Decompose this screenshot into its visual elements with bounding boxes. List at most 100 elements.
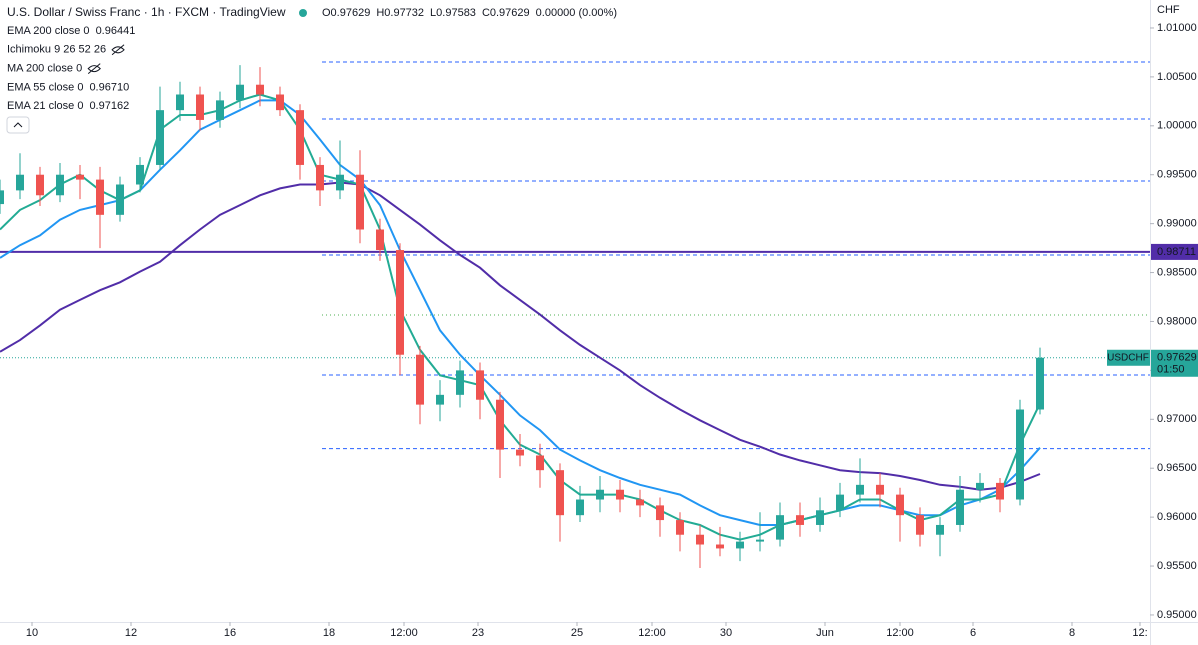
candle-body [456, 370, 464, 395]
candle-body [316, 164, 324, 191]
candle-body [136, 164, 144, 185]
candle-body [296, 110, 304, 165]
candle-body [796, 515, 804, 525]
candle-body [876, 484, 884, 495]
candle-body [416, 354, 424, 405]
hidden-eye-icon[interactable] [87, 63, 101, 74]
x-tick-label: 12:00 [638, 627, 666, 639]
candle-body [276, 94, 284, 111]
ohlc-value: L0.97583 [430, 7, 476, 19]
x-tick-label: 30 [720, 627, 732, 639]
candle-body [36, 174, 44, 196]
candle-body [716, 544, 724, 549]
candle-body [16, 174, 24, 191]
candle-body [896, 494, 904, 516]
candle-body [96, 179, 104, 215]
last-price-label: 0.97629 [1157, 352, 1197, 364]
indicator-name: EMA 21 close 0 [7, 100, 83, 112]
candle-body [596, 489, 604, 500]
y-tick-label: 0.97000 [1157, 413, 1197, 425]
candle-body [916, 515, 924, 535]
indicator-name: EMA 200 close 0 [7, 25, 90, 37]
axes: 0.950000.955000.960000.965000.970000.975… [26, 4, 1198, 639]
currency-label: CHF [1157, 4, 1180, 16]
x-tick-label: Jun [816, 627, 834, 639]
candle-body [0, 190, 4, 205]
x-tick-label: 12:00 [390, 627, 418, 639]
candle-body [116, 184, 124, 215]
x-tick-label: 12 [125, 627, 137, 639]
y-tick-label: 0.95000 [1157, 609, 1197, 621]
symbol-box [1107, 349, 1150, 366]
x-tick-label: 16 [224, 627, 236, 639]
candle-body [956, 489, 964, 525]
y-tick-label: 0.99500 [1157, 169, 1197, 181]
candle-body [636, 499, 644, 506]
candle-body [776, 515, 784, 540]
x-tick-label: 12: [1132, 627, 1147, 639]
indicator-value: 0.96710 [89, 81, 129, 93]
candle-body [976, 482, 984, 490]
candle-body [496, 399, 504, 450]
candle-body [196, 94, 204, 120]
candle-body [76, 174, 84, 180]
candle-body [356, 174, 364, 230]
x-tick-label: 18 [323, 627, 335, 639]
candle-body [56, 174, 64, 196]
candle-body [1036, 357, 1044, 410]
candle-body [836, 494, 844, 511]
candle-body [656, 505, 664, 521]
candle-body [816, 510, 824, 525]
candle-body [176, 94, 184, 111]
candle-body [996, 482, 1004, 500]
last-price-box [1151, 349, 1198, 377]
indicator-name: EMA 55 close 0 [7, 81, 83, 93]
plot-area [0, 61, 1150, 568]
candle-body [536, 455, 544, 471]
candle-body [856, 484, 864, 495]
ohlc-value: H0.97732 [376, 7, 424, 19]
candle-body [256, 84, 264, 95]
x-tick-label: 8 [1069, 627, 1075, 639]
candle-body [676, 520, 684, 535]
candle-body [436, 394, 444, 405]
indicator-value: 0.97162 [89, 100, 129, 112]
candle-body [236, 84, 244, 101]
x-tick-label: 6 [970, 627, 976, 639]
indicator-line [0, 181, 1041, 491]
x-tick-label: 25 [571, 627, 583, 639]
hline-price-label: 0.98711 [1157, 246, 1196, 258]
indicator-line [0, 99, 1041, 526]
symbol-title: U.S. Dollar / Swiss Franc · 1h · FXCM · … [7, 5, 286, 19]
y-tick-label: 0.98500 [1157, 266, 1197, 278]
y-tick-label: 0.99000 [1157, 218, 1197, 230]
x-tick-label: 12:00 [886, 627, 914, 639]
candle-body [156, 110, 164, 165]
candle-body [576, 499, 584, 516]
y-tick-label: 0.98000 [1157, 315, 1197, 327]
candle-body [1016, 409, 1024, 500]
indicator-value: 0.96441 [96, 25, 136, 37]
candle-body [396, 250, 404, 355]
candle-body [616, 489, 624, 500]
y-tick-label: 1.01000 [1157, 22, 1197, 34]
y-tick-label: 0.95500 [1157, 560, 1197, 572]
hidden-eye-icon[interactable] [111, 44, 125, 56]
y-tick-label: 0.96000 [1157, 511, 1197, 523]
candle-body [376, 229, 384, 251]
market-status[interactable] [299, 9, 307, 17]
candle-body [756, 539, 764, 542]
candle-body [516, 449, 524, 456]
symbol-label: USDCHF [1107, 352, 1149, 363]
candle-body [476, 370, 484, 400]
x-tick-label: 10 [26, 627, 38, 639]
candle-body [696, 534, 704, 545]
indicator-name: MA 200 close 0 [7, 63, 82, 75]
candle-body [556, 470, 564, 516]
y-tick-label: 1.00500 [1157, 71, 1197, 83]
collapse-button[interactable] [6, 116, 30, 134]
candle-body [216, 100, 224, 120]
candle-body [736, 541, 744, 549]
